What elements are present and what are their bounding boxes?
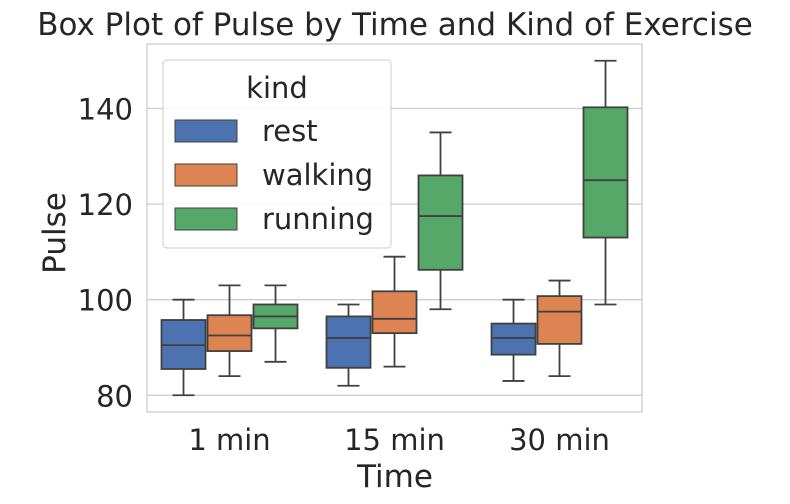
box-walking-3 <box>536 279 583 378</box>
box-walking-2 <box>371 255 418 368</box>
box-walking-1 <box>206 284 253 378</box>
box-running-2 <box>417 131 464 311</box>
legend-frame <box>162 59 392 249</box>
box-rest-1 <box>160 298 207 397</box>
box-rest-3 <box>490 298 537 382</box>
y-tick-label-120: 120 <box>78 188 133 222</box>
x-tick-labels: 1 min 15 min 30 min <box>188 423 610 457</box>
legend-label-rest: rest <box>262 114 318 148</box>
y-axis-label: Pulse <box>37 192 73 274</box>
plot-frame <box>146 43 643 413</box>
iqr-box <box>325 315 372 369</box>
y-tick-labels: 80 100 120 140 <box>78 93 133 414</box>
iqr-box <box>582 106 629 239</box>
legend-swatch-walking <box>174 163 238 187</box>
box-running-3 <box>582 59 629 306</box>
legend: kind rest walking running <box>162 59 392 249</box>
legend-swatch-rest <box>174 119 238 143</box>
legend-label-running: running <box>262 202 374 236</box>
iqr-box <box>371 290 418 335</box>
box-rest-2 <box>325 303 372 387</box>
iqr-box <box>536 295 583 345</box>
x-tick-label-2: 15 min <box>344 423 445 457</box>
y-tick-label-80: 80 <box>96 379 133 413</box>
boxes-layer <box>160 59 629 397</box>
y-tick-label-140: 140 <box>78 93 133 127</box>
x-tick-label-1: 1 min <box>188 423 270 457</box>
legend-title: kind <box>246 71 308 105</box>
x-tick-label-3: 30 min <box>509 423 610 457</box>
x-axis-label: Time <box>356 459 433 495</box>
iqr-box <box>206 314 253 352</box>
iqr-box <box>417 174 464 271</box>
chart-title: Box Plot of Pulse by Time and Kind of Ex… <box>37 7 753 43</box>
iqr-box <box>490 322 537 356</box>
y-tick-label-100: 100 <box>78 284 133 318</box>
legend-swatch-running <box>174 207 238 231</box>
box-running-1 <box>252 284 299 363</box>
legend-label-walking: walking <box>262 158 373 192</box>
